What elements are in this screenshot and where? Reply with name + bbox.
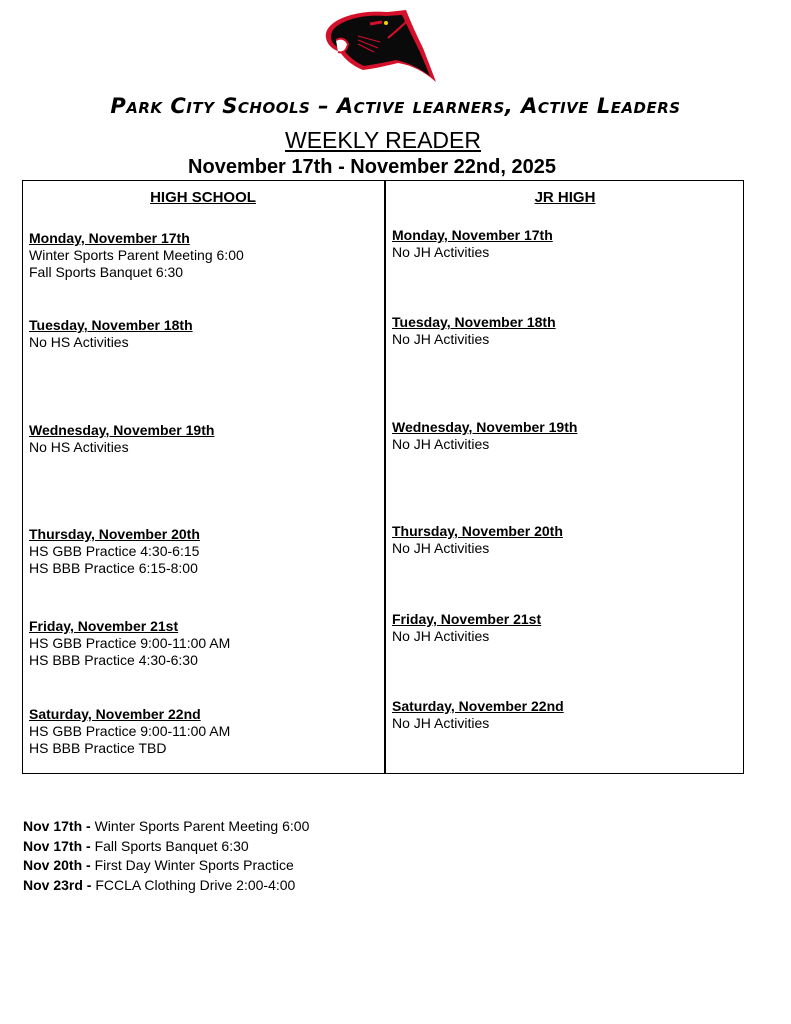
activity-item: No HS Activities bbox=[29, 334, 129, 350]
event-note: Nov 17th - Fall Sports Banquet 6:30 bbox=[23, 837, 309, 857]
day-heading: Friday, November 21st bbox=[29, 618, 179, 634]
day-heading: Wednesday, November 19th bbox=[29, 422, 215, 438]
activity-item: No JH Activities bbox=[392, 628, 490, 644]
event-note: Nov 17th - Winter Sports Parent Meeting … bbox=[23, 817, 309, 837]
activity-item: No JH Activities bbox=[392, 715, 490, 731]
day-heading: Thursday, November 20th bbox=[392, 523, 563, 539]
event-text: FCCLA Clothing Drive 2:00-4:00 bbox=[91, 876, 296, 893]
day-block: Saturday, November 22nd No JH Activities bbox=[392, 698, 564, 732]
activity-item: HS BBB Practice 4:30-6:30 bbox=[29, 652, 198, 668]
activity-item: Winter Sports Parent Meeting 6:00 bbox=[29, 247, 244, 263]
day-block: Friday, November 21st HS GBB Practice 9:0… bbox=[29, 618, 230, 669]
event-date: Nov 20th - bbox=[23, 857, 91, 873]
day-block: Monday, November 17th Winter Sports Paren… bbox=[29, 230, 244, 281]
day-block: Tuesday, November 18th No JH Activities bbox=[392, 314, 556, 348]
event-date: Nov 17th - bbox=[23, 837, 91, 854]
activity-item: No JH Activities bbox=[392, 436, 490, 452]
day-heading: Wednesday, November 19th bbox=[392, 419, 578, 435]
activity-item: HS GBB Practice 9:00-11:00 AM bbox=[29, 635, 231, 651]
day-block: Thursday, November 20th HS GBB Practice 4… bbox=[29, 526, 200, 577]
high-school-heading: HIGH SCHOOL bbox=[150, 189, 256, 206]
activity-item: No HS Activities bbox=[29, 439, 129, 455]
event-date: Nov 23rd - bbox=[23, 876, 92, 893]
school-motto: Park City Schools – Active learners, Act… bbox=[110, 94, 681, 118]
day-block: Saturday, November 22nd HS GBB Practice 9… bbox=[29, 706, 230, 757]
activity-item: No JH Activities bbox=[392, 540, 490, 556]
event-text: Fall Sports Banquet 6:30 bbox=[90, 837, 249, 854]
activity-item: HS BBB Practice 6:15-8:00 bbox=[29, 560, 198, 576]
column-divider bbox=[384, 180, 386, 774]
page-title: WEEKLY READER bbox=[285, 127, 481, 153]
activity-item: HS GBB Practice 4:30-6:15 bbox=[29, 543, 200, 559]
upcoming-events: Nov 17th - Winter Sports Parent Meeting … bbox=[23, 817, 309, 895]
day-block: Tuesday, November 18th No HS Activities bbox=[29, 317, 193, 351]
event-text: First Day Winter Sports Practice bbox=[90, 857, 294, 873]
day-heading: Saturday, November 22nd bbox=[392, 698, 564, 714]
day-block: Thursday, November 20th No JH Activities bbox=[392, 523, 563, 557]
activity-item: HS BBB Practice TBD bbox=[29, 740, 167, 756]
day-block: Wednesday, November 19th No HS Activities bbox=[29, 422, 214, 456]
activity-item: No JH Activities bbox=[392, 331, 490, 347]
event-note: Nov 23rd - FCCLA Clothing Drive 2:00-4:0… bbox=[23, 876, 309, 896]
day-heading: Monday, November 17th bbox=[392, 227, 553, 243]
day-heading: Tuesday, November 18th bbox=[29, 317, 193, 333]
event-note: Nov 20th - First Day Winter Sports Pract… bbox=[23, 856, 309, 876]
jr-high-heading: JR HIGH bbox=[534, 189, 596, 206]
day-block: Monday, November 17th No JH Activities bbox=[392, 227, 553, 261]
day-heading: Friday, November 21st bbox=[392, 611, 542, 627]
day-block: Wednesday, November 19th No JH Activities bbox=[392, 419, 577, 453]
day-heading: Tuesday, November 18th bbox=[392, 314, 556, 330]
day-heading: Thursday, November 20th bbox=[29, 526, 200, 542]
date-range: November 17th - November 22nd, 2025 bbox=[188, 156, 556, 178]
day-block: Friday, November 21st No JH Activities bbox=[392, 611, 541, 645]
event-date: Nov 17th - bbox=[23, 818, 91, 834]
activity-item: HS GBB Practice 9:00-11:00 AM bbox=[29, 723, 231, 739]
schedule-table bbox=[22, 180, 744, 774]
day-heading: Saturday, November 22nd bbox=[29, 706, 201, 722]
activity-item: No JH Activities bbox=[392, 244, 490, 260]
panther-logo bbox=[325, 10, 436, 82]
activity-item: Fall Sports Banquet 6:30 bbox=[29, 264, 184, 280]
event-text: Winter Sports Parent Meeting 6:00 bbox=[90, 818, 310, 834]
day-heading: Monday, November 17th bbox=[29, 230, 190, 246]
